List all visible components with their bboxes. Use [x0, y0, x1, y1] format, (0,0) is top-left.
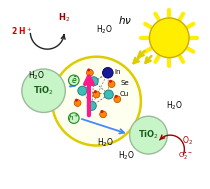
Text: O$_2$: O$_2$ — [182, 135, 193, 147]
Circle shape — [89, 77, 98, 86]
Circle shape — [74, 100, 81, 106]
Text: $h^+$: $h^+$ — [68, 113, 80, 123]
Circle shape — [102, 67, 113, 78]
Circle shape — [93, 91, 100, 98]
Text: H$_2$O: H$_2$O — [28, 69, 45, 82]
Circle shape — [115, 95, 118, 98]
Circle shape — [68, 113, 79, 123]
Text: H$_2$O: H$_2$O — [97, 136, 114, 149]
Circle shape — [22, 69, 65, 112]
Circle shape — [87, 68, 90, 71]
Text: O$_2^{\bullet -}$: O$_2^{\bullet -}$ — [178, 150, 193, 162]
Circle shape — [109, 80, 112, 83]
Circle shape — [52, 57, 141, 146]
Text: TiO$_2$: TiO$_2$ — [138, 129, 159, 141]
Circle shape — [150, 18, 189, 58]
Text: Cu: Cu — [120, 91, 129, 98]
Text: H$_2$O: H$_2$O — [118, 150, 135, 162]
Circle shape — [94, 90, 97, 93]
Circle shape — [87, 69, 93, 76]
Text: In: In — [114, 69, 121, 75]
Circle shape — [100, 111, 106, 118]
Circle shape — [100, 110, 104, 113]
Text: Se: Se — [120, 80, 129, 86]
Text: TiO$_2$: TiO$_2$ — [33, 84, 54, 97]
Circle shape — [70, 77, 76, 84]
Circle shape — [70, 76, 73, 79]
Circle shape — [78, 86, 87, 95]
Text: $h\nu$: $h\nu$ — [118, 14, 132, 26]
Text: H$_2$: H$_2$ — [58, 12, 71, 24]
Text: H$_2$O: H$_2$O — [167, 100, 183, 112]
Circle shape — [130, 116, 167, 154]
Text: $\bar{e}$: $\bar{e}$ — [71, 75, 77, 86]
Circle shape — [75, 99, 78, 102]
Text: H$_2$O: H$_2$O — [96, 23, 113, 36]
Circle shape — [87, 101, 96, 110]
Circle shape — [108, 81, 115, 88]
Circle shape — [68, 75, 79, 86]
Circle shape — [114, 96, 121, 103]
Circle shape — [104, 90, 113, 99]
Text: 2 H$^+$: 2 H$^+$ — [11, 25, 33, 37]
